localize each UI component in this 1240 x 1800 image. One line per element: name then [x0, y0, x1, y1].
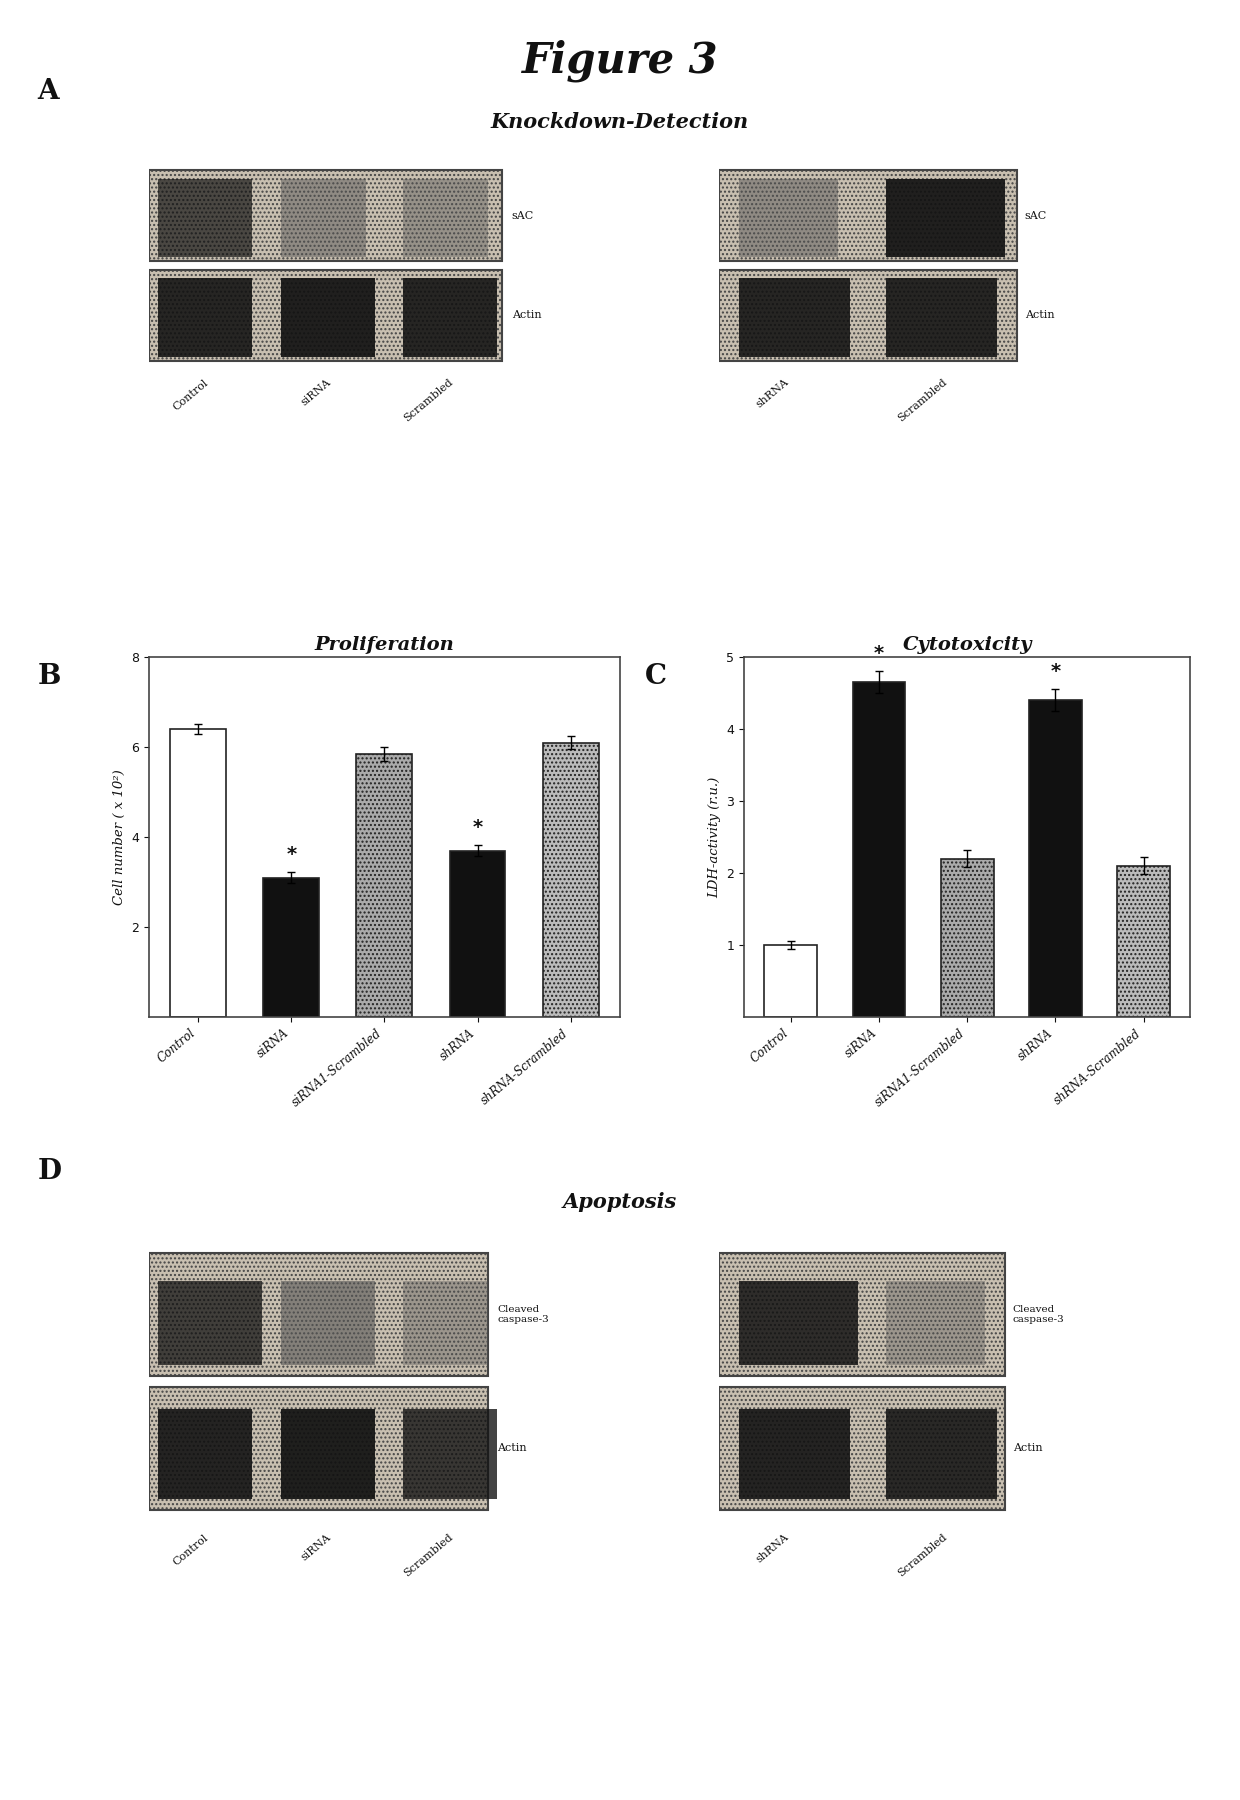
Bar: [719, 1388, 1004, 1510]
Bar: [403, 277, 497, 356]
Bar: [719, 171, 1017, 261]
Bar: [1029, 700, 1081, 1017]
Text: *: *: [472, 817, 482, 837]
Text: Control: Control: [171, 1532, 210, 1568]
Text: siRNA: siRNA: [299, 1532, 332, 1562]
Text: Scrambled: Scrambled: [897, 378, 950, 425]
Bar: [280, 1409, 374, 1499]
Text: Control: Control: [171, 378, 210, 412]
Bar: [1117, 866, 1171, 1017]
Text: A: A: [37, 77, 58, 104]
Text: siRNA: siRNA: [299, 378, 332, 407]
Bar: [159, 178, 253, 257]
Bar: [941, 859, 993, 1017]
Bar: [885, 178, 1004, 257]
Bar: [403, 178, 489, 257]
Bar: [739, 1282, 858, 1364]
Text: shRNA: shRNA: [754, 1532, 791, 1564]
Bar: [149, 270, 502, 360]
Bar: [885, 1409, 997, 1499]
Bar: [149, 1388, 489, 1510]
Bar: [853, 682, 905, 1017]
Text: *: *: [874, 644, 884, 662]
Title: Proliferation: Proliferation: [315, 635, 454, 653]
Bar: [159, 1282, 262, 1364]
Bar: [170, 729, 226, 1017]
Text: Cleaved
caspase-3: Cleaved caspase-3: [1013, 1305, 1065, 1325]
Bar: [885, 1282, 985, 1364]
Text: Actin: Actin: [512, 310, 541, 320]
Text: D: D: [37, 1157, 61, 1184]
Text: Scrambled: Scrambled: [402, 1532, 455, 1579]
Text: Actin: Actin: [497, 1444, 527, 1453]
Bar: [159, 1409, 253, 1499]
Text: *: *: [286, 844, 296, 864]
Bar: [764, 945, 817, 1017]
Bar: [149, 171, 502, 261]
Bar: [280, 178, 366, 257]
Bar: [739, 277, 851, 356]
Text: shRNA: shRNA: [754, 378, 791, 410]
Bar: [450, 851, 506, 1017]
Bar: [719, 270, 1017, 360]
Bar: [280, 1282, 374, 1364]
Text: Cleaved
caspase-3: Cleaved caspase-3: [497, 1305, 549, 1325]
Text: sAC: sAC: [512, 211, 534, 221]
Y-axis label: Cell number ( x 10²): Cell number ( x 10²): [113, 769, 125, 905]
Text: C: C: [645, 662, 667, 689]
Bar: [719, 1253, 1004, 1375]
Bar: [263, 878, 319, 1017]
Bar: [885, 277, 997, 356]
Text: *: *: [1050, 662, 1060, 680]
Bar: [543, 742, 599, 1017]
Text: Actin: Actin: [1024, 310, 1054, 320]
Bar: [356, 754, 413, 1017]
Text: sAC: sAC: [1024, 211, 1047, 221]
Text: Knockdown-Detection: Knockdown-Detection: [491, 112, 749, 131]
Y-axis label: LDH-activity (r.u.): LDH-activity (r.u.): [708, 776, 720, 898]
Text: Apoptosis: Apoptosis: [563, 1192, 677, 1211]
Bar: [280, 277, 374, 356]
Text: Actin: Actin: [1013, 1444, 1043, 1453]
Text: Scrambled: Scrambled: [402, 378, 455, 425]
Bar: [403, 1409, 497, 1499]
Bar: [159, 277, 253, 356]
Text: Figure 3: Figure 3: [522, 40, 718, 83]
Title: Cytotoxicity: Cytotoxicity: [903, 635, 1032, 653]
Text: B: B: [37, 662, 61, 689]
Bar: [739, 1409, 851, 1499]
Bar: [739, 178, 838, 257]
Text: Scrambled: Scrambled: [897, 1532, 950, 1579]
Bar: [149, 1253, 489, 1375]
Bar: [403, 1282, 489, 1364]
